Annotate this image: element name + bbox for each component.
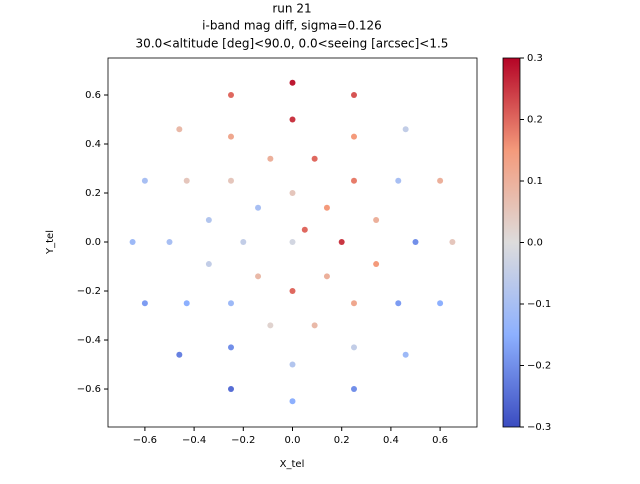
point bbox=[228, 133, 234, 140]
point bbox=[255, 273, 262, 280]
colorbar bbox=[502, 57, 521, 428]
point bbox=[395, 300, 402, 307]
point bbox=[338, 239, 345, 246]
colorbar-tick-label: 0.1 bbox=[527, 176, 543, 187]
point bbox=[351, 91, 357, 98]
point bbox=[351, 386, 357, 393]
point bbox=[437, 300, 444, 307]
point bbox=[437, 177, 444, 184]
point bbox=[228, 300, 234, 307]
y-tick-label: 0.0 bbox=[85, 237, 101, 248]
point bbox=[289, 398, 296, 405]
title-line: 30.0<altitude [deg]<90.0, 0.0<seeing [ar… bbox=[136, 37, 449, 51]
x-axis-label: X_tel bbox=[280, 459, 305, 470]
title-line: run 21 bbox=[272, 2, 311, 16]
point bbox=[289, 288, 296, 295]
point bbox=[205, 216, 212, 223]
colorbar-tick-label: −0.3 bbox=[527, 422, 551, 433]
y-tick-label: −0.4 bbox=[77, 335, 101, 346]
x-tick-label: 0.0 bbox=[285, 435, 301, 446]
point bbox=[176, 126, 183, 133]
point bbox=[289, 79, 296, 86]
point bbox=[267, 155, 274, 162]
y-tick-label: −0.6 bbox=[77, 384, 101, 395]
point bbox=[141, 177, 148, 184]
point bbox=[176, 351, 183, 358]
y-axis-label: Y_tel bbox=[45, 230, 56, 255]
point bbox=[301, 226, 308, 233]
x-tick-label: −0.2 bbox=[231, 435, 255, 446]
x-tick-label: 0.2 bbox=[334, 435, 350, 446]
point bbox=[323, 273, 330, 280]
colorbar-tick-label: 0.3 bbox=[527, 53, 543, 64]
x-tick-label: 0.4 bbox=[383, 435, 399, 446]
point bbox=[228, 386, 234, 393]
point bbox=[129, 239, 136, 246]
point bbox=[412, 239, 419, 246]
x-tick-label: 0.6 bbox=[432, 435, 448, 446]
point bbox=[351, 133, 357, 140]
point bbox=[449, 239, 456, 246]
y-tick-label: 0.2 bbox=[85, 188, 101, 199]
colorbar-tick-label: 0.2 bbox=[527, 115, 543, 126]
point bbox=[351, 300, 357, 307]
point bbox=[166, 239, 173, 246]
point bbox=[228, 91, 234, 98]
title-line: i-band mag diff, sigma=0.126 bbox=[202, 19, 382, 33]
point bbox=[311, 155, 318, 162]
point bbox=[289, 116, 296, 123]
point bbox=[255, 204, 262, 211]
point bbox=[323, 204, 330, 211]
point bbox=[267, 322, 274, 329]
point bbox=[289, 239, 296, 246]
colorbar-tick-label: 0.0 bbox=[527, 238, 543, 249]
point bbox=[289, 190, 296, 197]
point bbox=[351, 177, 357, 184]
point bbox=[402, 351, 409, 358]
point bbox=[395, 177, 402, 184]
point bbox=[351, 344, 357, 351]
y-tick-label: −0.2 bbox=[77, 286, 101, 297]
point bbox=[205, 261, 212, 268]
point bbox=[183, 177, 190, 184]
point bbox=[228, 177, 234, 184]
colorbar-tick-label: −0.2 bbox=[527, 361, 551, 372]
point bbox=[373, 261, 380, 268]
colorbar-tick-label: −0.1 bbox=[527, 299, 551, 310]
x-tick-label: −0.6 bbox=[133, 435, 157, 446]
point bbox=[311, 322, 318, 329]
point bbox=[228, 344, 234, 351]
x-tick-label: −0.4 bbox=[182, 435, 206, 446]
point bbox=[240, 239, 247, 246]
point bbox=[141, 300, 148, 307]
y-tick-label: 0.4 bbox=[85, 139, 101, 150]
point bbox=[373, 216, 380, 223]
point bbox=[183, 300, 190, 307]
point bbox=[289, 361, 296, 368]
y-tick-label: 0.6 bbox=[85, 90, 101, 101]
point bbox=[402, 126, 409, 133]
